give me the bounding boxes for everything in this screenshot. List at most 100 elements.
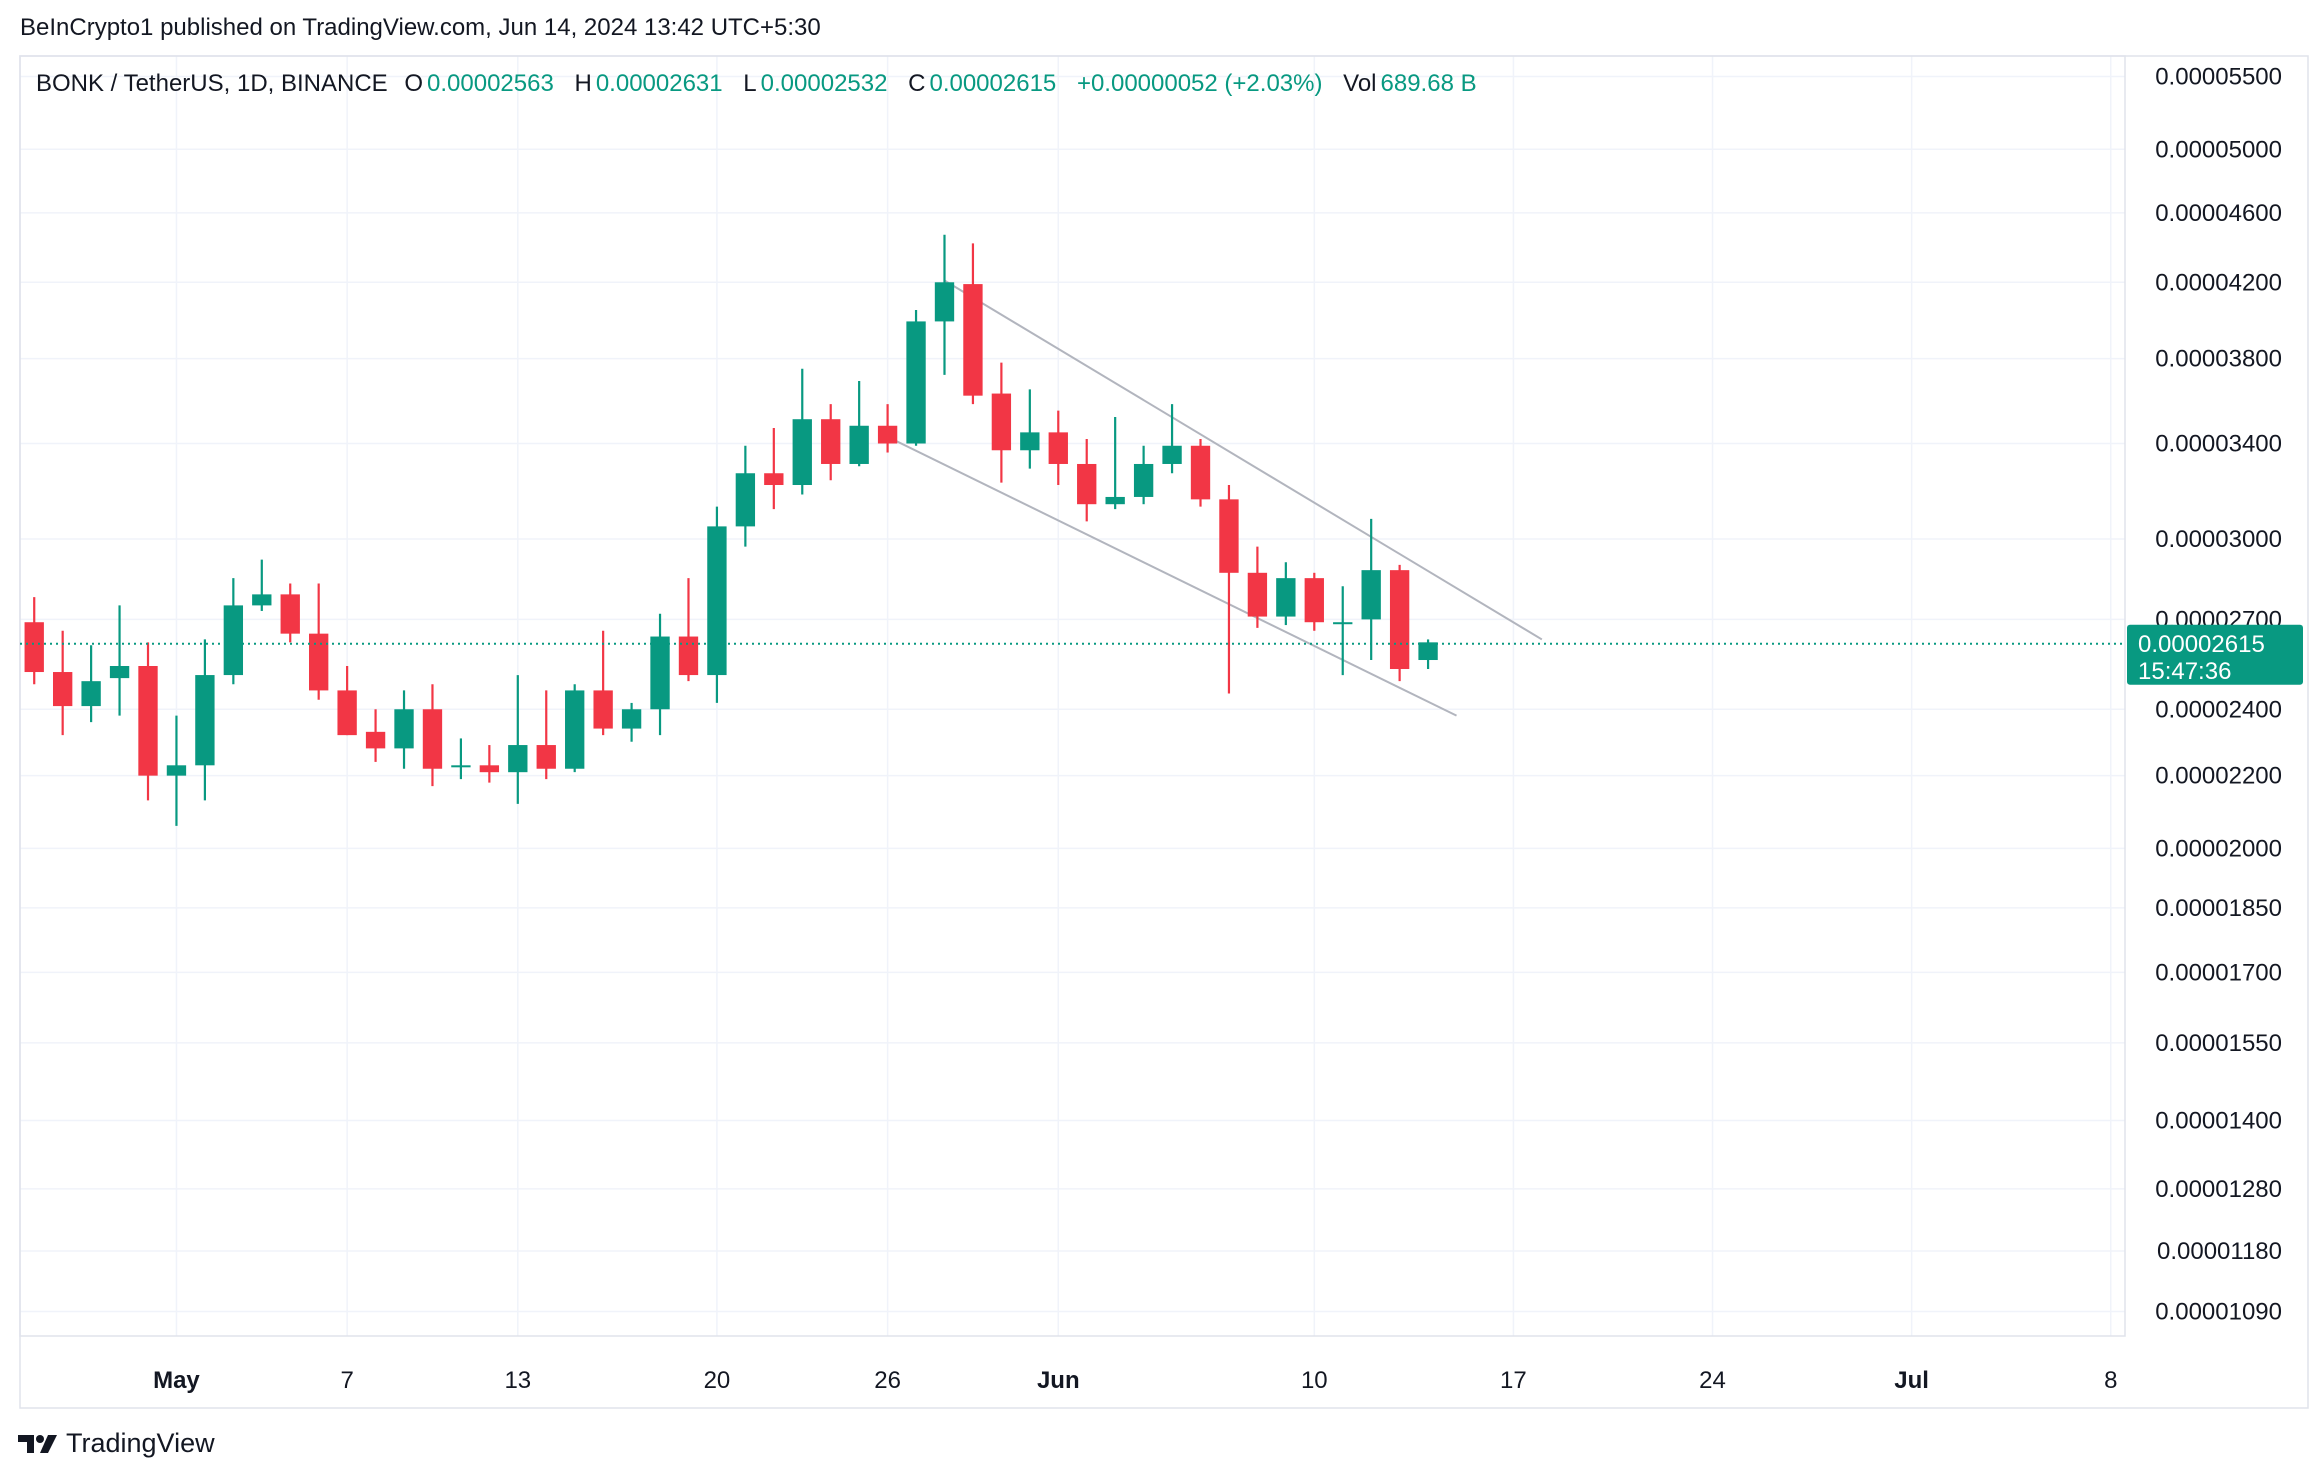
candle-body <box>337 690 357 736</box>
candle <box>621 702 642 742</box>
candle-body <box>877 425 898 444</box>
candle-body <box>479 765 500 773</box>
candle-body <box>508 745 528 773</box>
candle <box>849 381 869 467</box>
candle-body <box>1276 578 1296 617</box>
candle <box>1418 639 1438 670</box>
candle <box>877 404 898 453</box>
candle <box>1048 410 1068 486</box>
candle-body <box>1418 642 1438 661</box>
candle-body <box>280 594 300 634</box>
price-tick-label: 0.00002000 <box>2155 835 2282 862</box>
candle-body <box>252 594 272 606</box>
symbol-title[interactable]: BONK / TetherUS, 1D, BINANCE <box>36 70 388 97</box>
candle-body <box>1133 463 1154 497</box>
date-tick-label: 20 <box>704 1367 731 1394</box>
candle-body <box>138 665 158 776</box>
date-tick-label: 26 <box>874 1367 901 1394</box>
candle <box>337 665 357 736</box>
candle <box>422 684 443 787</box>
candle <box>963 243 983 405</box>
candle <box>565 684 585 773</box>
date-tick-label: 24 <box>1699 1367 1726 1394</box>
candle <box>735 445 756 547</box>
candle-body <box>1333 622 1353 625</box>
candle-body <box>1190 445 1211 500</box>
candle <box>991 362 1012 483</box>
candle <box>479 745 500 783</box>
channel-trendline[interactable] <box>887 435 1457 717</box>
time-axis[interactable]: May 7 13 20 26 Jun 10 17 24 Jul 8 <box>153 1367 2117 1394</box>
tradingview-logo-icon <box>18 1434 57 1453</box>
high-label: H <box>574 70 592 97</box>
last-price-label: 0.00002615 15:47:36 <box>2127 624 2303 685</box>
price-axis[interactable]: 0.00005500 0.00005000 0.00004600 0.00004200… <box>2155 64 2282 1326</box>
high-value: 0.00002631 <box>595 70 723 97</box>
candle <box>223 578 244 685</box>
candle <box>81 645 101 723</box>
last-price-value: 0.00002615 <box>2138 631 2265 658</box>
candle <box>650 613 670 736</box>
candle <box>451 738 471 780</box>
volume-label: Vol <box>1343 70 1377 97</box>
candle-body <box>735 473 756 527</box>
channel-trendlines[interactable] <box>887 279 1543 717</box>
candle <box>365 709 386 762</box>
price-tick-label: 0.00001090 <box>2155 1298 2282 1325</box>
brand-name: TradingView <box>66 1428 215 1458</box>
date-tick-label: 10 <box>1301 1367 1328 1394</box>
candle <box>593 630 613 736</box>
candle <box>906 310 926 446</box>
price-tick-label: 0.00002400 <box>2155 696 2282 723</box>
price-tick-label: 0.00001400 <box>2155 1108 2282 1135</box>
price-tick-label: 0.00005000 <box>2155 136 2282 163</box>
candle <box>678 578 699 682</box>
date-tick-label: 17 <box>1500 1367 1527 1394</box>
candle <box>764 427 784 510</box>
candle <box>707 506 727 703</box>
candle-body <box>52 672 73 707</box>
price-tick-label: 0.00004600 <box>2155 200 2282 227</box>
candle <box>195 639 215 801</box>
channel-trendline[interactable] <box>943 279 1543 641</box>
candle-body <box>621 709 642 729</box>
low-value: 0.00002532 <box>760 70 888 97</box>
candle <box>536 690 556 780</box>
candle-body <box>195 675 215 766</box>
candle-body <box>223 605 244 676</box>
candle-body <box>422 709 443 769</box>
candle <box>1304 572 1324 631</box>
candle <box>1276 562 1296 626</box>
tradingview-brand[interactable]: TradingView <box>18 1428 215 1459</box>
open-value: 0.00002563 <box>427 70 554 97</box>
candle-body <box>707 526 727 676</box>
candle-body <box>991 393 1012 451</box>
candle-body <box>1105 496 1125 505</box>
candle-body <box>536 745 556 769</box>
candle <box>934 234 955 375</box>
price-tick-label: 0.00003000 <box>2155 526 2282 553</box>
candle-body <box>1077 463 1097 505</box>
grid <box>20 56 2125 1336</box>
candle <box>252 559 272 611</box>
price-tick-label: 0.00001280 <box>2155 1176 2282 1203</box>
candle <box>52 630 73 736</box>
candle-body <box>309 633 329 691</box>
price-tick-label: 0.00003800 <box>2155 346 2282 373</box>
candle-body <box>821 419 841 464</box>
candle-body <box>1247 572 1268 617</box>
open-label: O <box>404 70 424 97</box>
price-tick-label: 0.00001550 <box>2155 1030 2282 1057</box>
axis-frame <box>19 55 2126 1337</box>
candle-body <box>1361 570 1381 620</box>
ohlc-legend: BONK / TetherUS, 1D, BINANCE O 0.00002563… <box>36 70 1491 98</box>
candle <box>821 404 841 481</box>
candle-body <box>81 681 101 707</box>
volume-value: 689.68 B <box>1380 70 1477 97</box>
candles <box>24 234 1438 826</box>
low-label: L <box>743 70 757 97</box>
candle <box>309 583 329 700</box>
candle-body <box>764 473 784 486</box>
candle-body <box>394 709 414 749</box>
